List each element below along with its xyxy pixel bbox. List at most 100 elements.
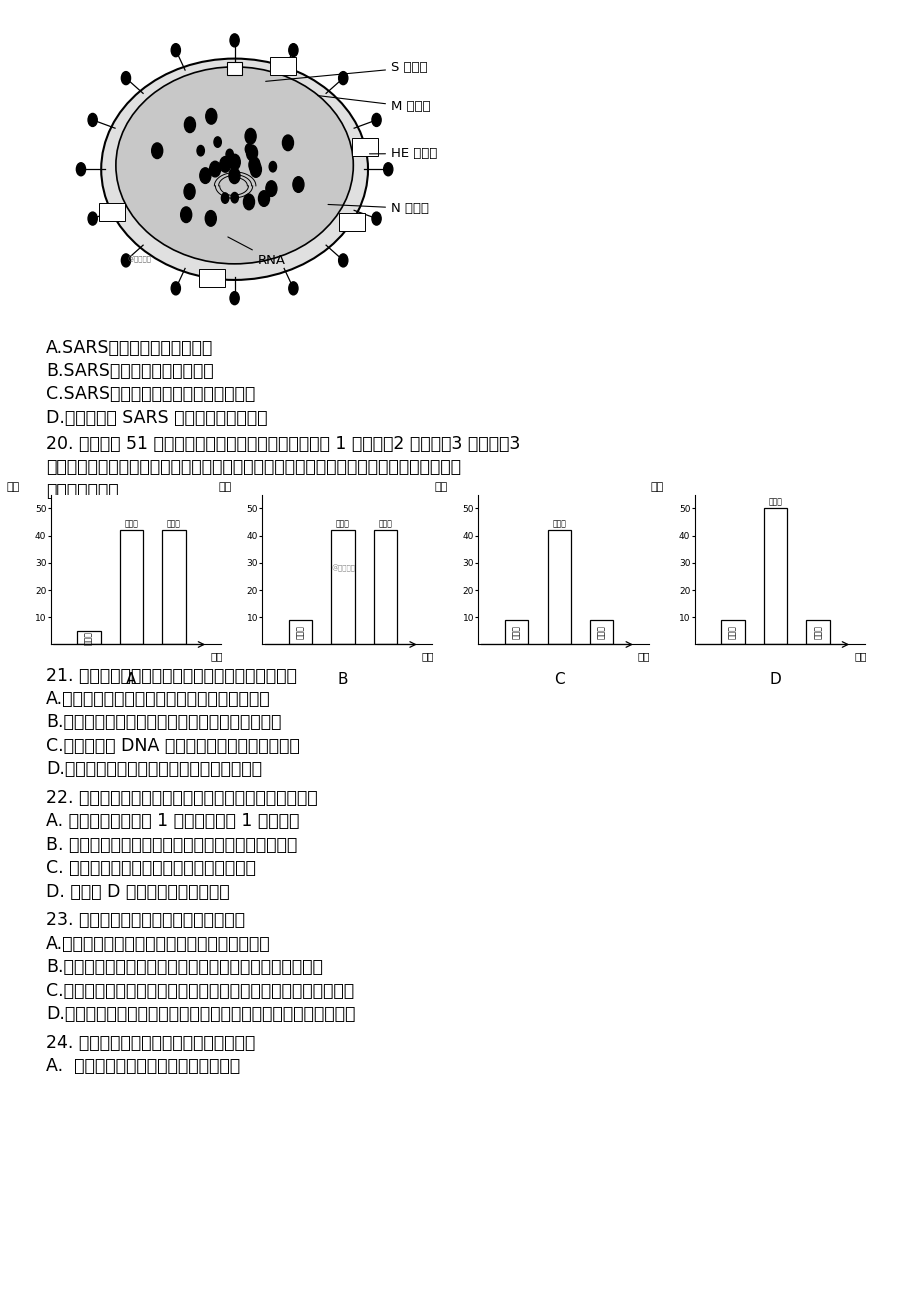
Text: 肽键数: 肽键数 — [124, 519, 138, 529]
Circle shape — [212, 164, 220, 174]
Circle shape — [76, 163, 85, 176]
Text: 种类: 种类 — [210, 651, 222, 661]
Text: A.  水是生命之源，生命活动都离不开水: A. 水是生命之源，生命活动都离不开水 — [46, 1057, 240, 1075]
Bar — [289, 620, 312, 644]
Circle shape — [250, 161, 261, 177]
Text: D.糖原、淠粉和纤维素都是细胞中的储能物质: D.糖原、淠粉和纤维素都是细胞中的储能物质 — [46, 760, 262, 779]
Circle shape — [371, 212, 380, 225]
Text: 22. 下列关于动植物糖类、脂质的叙述中，正确的是（）: 22. 下列关于动植物糖类、脂质的叙述中，正确的是（） — [46, 789, 317, 807]
Circle shape — [121, 254, 130, 267]
Text: 氨基数: 氨基数 — [728, 625, 737, 639]
Circle shape — [180, 207, 191, 223]
Circle shape — [249, 158, 260, 173]
Text: A.菠菜中含铁较高，缺铁性贫血患者应多吃菠菜: A.菠菜中含铁较高，缺铁性贫血患者应多吃菠菜 — [46, 935, 270, 953]
Circle shape — [205, 211, 216, 227]
Bar — [162, 530, 186, 644]
Text: A.高温加热使蛋白质变性失活，但肽键并未断裂: A.高温加热使蛋白质变性失活，但肽键并未断裂 — [46, 690, 270, 708]
Text: @正确教育: @正确教育 — [128, 256, 152, 263]
Text: C: C — [553, 672, 564, 686]
Circle shape — [171, 281, 180, 294]
Bar — [227, 62, 242, 76]
Text: S 蛋白质: S 蛋白质 — [266, 61, 427, 81]
Text: 氨基数: 氨基数 — [512, 625, 521, 639]
Circle shape — [258, 191, 269, 207]
Circle shape — [244, 129, 255, 145]
Circle shape — [226, 150, 233, 160]
Circle shape — [221, 193, 229, 203]
Y-axis label: 数目: 数目 — [434, 482, 448, 492]
Text: 总数依次是（）: 总数依次是（） — [46, 482, 119, 500]
Circle shape — [292, 177, 303, 193]
Circle shape — [229, 168, 240, 184]
Circle shape — [245, 145, 253, 155]
Text: D. 维生素 D 可促进小肠对钙的利用: D. 维生素 D 可促进小肠对钙的利用 — [46, 883, 230, 901]
Circle shape — [88, 113, 97, 126]
Text: 种类: 种类 — [853, 651, 866, 661]
Y-axis label: 数目: 数目 — [6, 482, 20, 492]
Circle shape — [289, 281, 298, 294]
Circle shape — [289, 44, 298, 57]
Circle shape — [244, 194, 255, 210]
Text: @正确教育: @正确教育 — [331, 565, 355, 572]
Bar — [720, 620, 743, 644]
Text: D.人体比玉米含钙量高，主要原因是骨骼、牙齿的重要成分是钙盐: D.人体比玉米含钙量高，主要原因是骨骼、牙齿的重要成分是钙盐 — [46, 1005, 355, 1023]
Bar — [763, 508, 787, 644]
Circle shape — [220, 156, 231, 172]
Bar — [98, 203, 124, 221]
Bar — [199, 270, 224, 288]
Text: D.独立生活的 SARS 病毒不具有生命特征: D.独立生活的 SARS 病毒不具有生命特征 — [46, 409, 267, 427]
Circle shape — [371, 113, 380, 126]
Bar — [77, 631, 100, 644]
Text: 需水数: 需水数 — [379, 519, 392, 529]
Text: A: A — [126, 672, 137, 686]
Text: RNA: RNA — [228, 237, 285, 267]
Text: 肽键数: 肽键数 — [551, 519, 565, 529]
Text: 肽键数: 肽键数 — [335, 519, 349, 529]
Text: N 蛋白质: N 蛋白质 — [328, 202, 428, 215]
Text: 需水数: 需水数 — [596, 625, 606, 639]
Circle shape — [171, 44, 180, 57]
Text: C.哺乳动物血钙过低会出现抽搐，说明无机盐为肌肉收缩提供能量: C.哺乳动物血钙过低会出现抽搐，说明无机盐为肌肉收缩提供能量 — [46, 982, 354, 1000]
Y-axis label: 数目: 数目 — [218, 482, 232, 492]
Bar — [119, 530, 143, 644]
Bar — [338, 214, 364, 232]
Bar — [805, 620, 829, 644]
Text: 24. 下列关于水的叙述中，不正确的是（）: 24. 下列关于水的叙述中，不正确的是（） — [46, 1034, 255, 1052]
Bar — [505, 620, 528, 644]
Text: C.真核生物的 DNA 少量分布在线粒体和叶绳体中: C.真核生物的 DNA 少量分布在线粒体和叶绳体中 — [46, 737, 300, 755]
Ellipse shape — [116, 66, 353, 264]
Bar — [589, 620, 613, 644]
Text: D: D — [768, 672, 780, 686]
Circle shape — [282, 135, 293, 151]
Circle shape — [338, 254, 347, 267]
Bar — [331, 530, 355, 644]
Circle shape — [184, 184, 195, 199]
Circle shape — [152, 143, 163, 159]
Circle shape — [197, 146, 204, 156]
Text: B.SARS病毒是具有拟核的生物: B.SARS病毒是具有拟核的生物 — [46, 362, 213, 380]
Text: 20. 某肽锹由 51 个氨基酸组成，如果用肽酶把其分解成 1 个二肽、2 个五肽、3 个六肽、3: 20. 某肽锹由 51 个氨基酸组成，如果用肽酶把其分解成 1 个二肽、2 个五… — [46, 435, 520, 453]
Circle shape — [199, 168, 210, 184]
Text: B. 核糖、葡萄糖、脱氧核糖是动植物体内共有的单糖: B. 核糖、葡萄糖、脱氧核糖是动植物体内共有的单糖 — [46, 836, 297, 854]
Circle shape — [210, 161, 221, 177]
Circle shape — [231, 193, 238, 203]
Bar — [373, 530, 397, 644]
Circle shape — [246, 145, 257, 160]
Text: 需水数: 需水数 — [812, 625, 822, 639]
Circle shape — [269, 161, 277, 172]
Text: 个七肽，则这些短肽的氨基总数的最小値、肽键总数、分解成这些小分子肽所需要的水分子: 个七肽，则这些短肽的氨基总数的最小値、肽键总数、分解成这些小分子肽所需要的水分子 — [46, 458, 460, 477]
Circle shape — [206, 108, 217, 124]
Text: 21. 下列有关组成生命的物质叙述，不正确的是（）: 21. 下列有关组成生命的物质叙述，不正确的是（） — [46, 667, 297, 685]
Text: 种类: 种类 — [421, 651, 434, 661]
Circle shape — [338, 72, 347, 85]
Text: A.SARS病毒通过细胞分裂增殖: A.SARS病毒通过细胞分裂增殖 — [46, 339, 213, 357]
Text: C. 脂肪是由脂肪酸、甘油连接而成的多聚体: C. 脂肪是由脂肪酸、甘油连接而成的多聚体 — [46, 859, 255, 878]
Text: HE 蛋白质: HE 蛋白质 — [369, 147, 437, 160]
Text: B: B — [337, 672, 348, 686]
Bar — [270, 57, 296, 76]
Text: 氨基数: 氨基数 — [85, 630, 94, 644]
Text: 种类: 种类 — [637, 651, 650, 661]
Circle shape — [184, 117, 195, 133]
Bar — [352, 138, 378, 156]
Circle shape — [121, 72, 130, 85]
